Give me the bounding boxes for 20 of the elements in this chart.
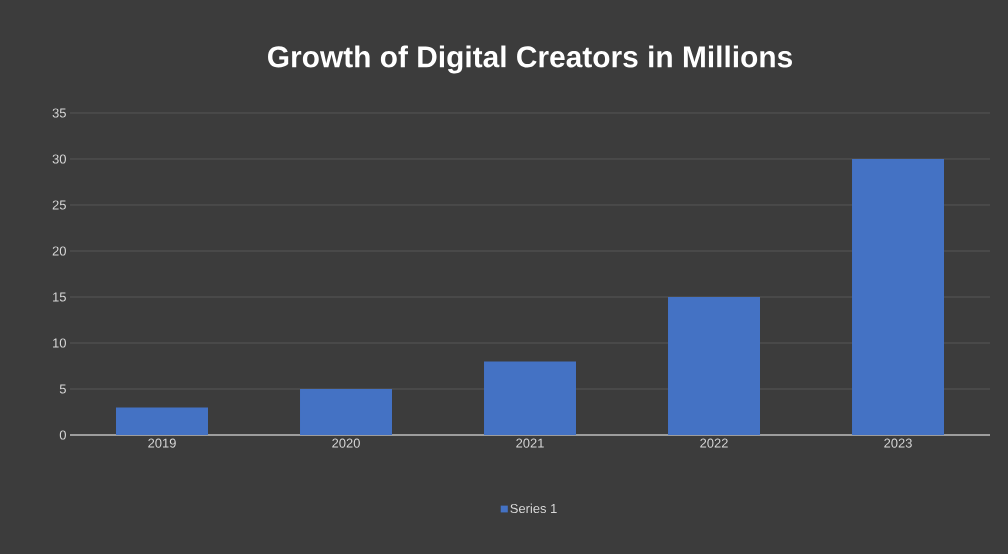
bar	[300, 389, 392, 435]
y-tick-label: 15	[53, 292, 66, 302]
y-tick-label: 5	[59, 384, 66, 394]
bar	[484, 361, 576, 435]
y-tick-label: 30	[52, 154, 66, 164]
x-tick-label: 2022	[700, 438, 728, 448]
bar	[116, 407, 208, 435]
y-tick-label: 0	[59, 430, 66, 440]
y-tick-label: 35	[52, 108, 66, 118]
bar	[852, 159, 945, 435]
x-tick-label: 2019	[148, 438, 176, 448]
x-tick-label: 2021	[516, 438, 544, 448]
y-tick-label: 20	[52, 246, 66, 256]
legend-label: Series 1	[510, 503, 557, 514]
x-tick-label: 2023	[884, 438, 912, 448]
bar	[668, 297, 761, 435]
y-tick-label: 10	[53, 338, 66, 348]
x-tick-label: 2020	[332, 438, 360, 448]
y-tick-label: 25	[52, 200, 66, 210]
chart-title: Growth of Digital Creators in Millions	[268, 45, 792, 74]
